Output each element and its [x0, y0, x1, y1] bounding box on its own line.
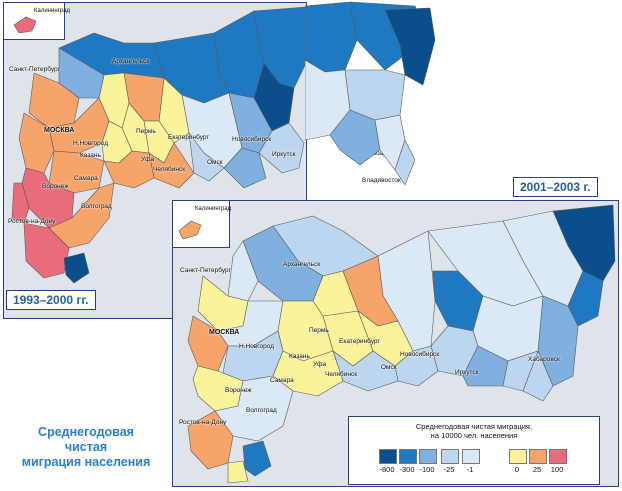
city-ufa: Уфа [141, 156, 155, 163]
page-title: Среднегодовая чистая миграция населения [6, 425, 166, 470]
map-2001-2003: Калининград Санкт-Петербург Архангельск … [172, 200, 619, 487]
city-hab-2: Хабаровск [528, 356, 560, 363]
city-vor-2: Воронеж [225, 387, 252, 394]
city-ufa-2: Уфа [313, 361, 327, 368]
kaliningrad-inset: Калининград [4, 3, 70, 40]
legend-swatch-4 [462, 449, 480, 464]
city-nsk-2: Новосибирск [400, 351, 440, 358]
kaliningrad-inset-2: Калининград [173, 201, 232, 248]
city-nn-2: Н.Новгород [239, 343, 274, 350]
city-vol: Волгоград [81, 203, 112, 210]
map-1-east-extension [305, 1, 436, 186]
city-kaz: Казань [80, 152, 101, 159]
city-nsk: Новосибирск [232, 136, 272, 143]
city-spb-2: Санкт-Петербург [180, 267, 231, 274]
legend-swatch-7 [549, 449, 567, 464]
legend-tick-6: 25 [532, 465, 542, 474]
city-msk-2: МОСКВА [209, 329, 240, 336]
city-chel-2: Челябинск [325, 371, 358, 378]
inset-label-2: Калининград [195, 206, 232, 212]
legend-swatch-2 [419, 449, 437, 464]
legend-tick-7: 100 [550, 465, 564, 474]
city-arh-2: Архангельск [283, 261, 321, 268]
city-msk: МОСКВА [44, 127, 75, 134]
city-rost-2: Ростов-на-Дону [179, 419, 227, 426]
region-map-1 [11, 6, 306, 284]
legend-tick-1: -300 [399, 465, 415, 474]
kaliningrad-shape [13, 16, 37, 34]
city-ekb: Екатеринбург [168, 134, 209, 141]
title-line-3: миграция населения [21, 455, 151, 469]
city-perm: Пермь [136, 128, 156, 135]
period-label-2: 2001–2003 г. [513, 177, 598, 197]
legend-title-line-1: Среднегодовая чистая миграция, [415, 422, 533, 431]
city-omsk-2: Омск [381, 364, 397, 371]
kaliningrad-shape-2 [178, 220, 202, 240]
title-line-2: чистая [64, 440, 108, 454]
city-kaz-2: Казань [289, 353, 310, 360]
legend-tick-2: -100 [419, 465, 435, 474]
city-omsk: Омск [207, 159, 223, 166]
city-ekb-2: Екатеринбург [339, 338, 380, 345]
city-irk-2: Иркутск [455, 369, 479, 376]
title-line-1: Среднегодовая [38, 425, 134, 439]
legend-tick-5: 0 [514, 465, 520, 474]
city-irk: Иркутск [272, 151, 296, 158]
city-vor: Воронеж [42, 183, 69, 190]
city-perm-2: Пермь [309, 327, 329, 334]
city-rost: Ростов-на-Дону [8, 218, 56, 225]
city-sam: Самара [74, 175, 98, 182]
legend-swatch-1 [399, 449, 417, 464]
period-label-1: 1993–2000 гг. [6, 290, 96, 310]
city-nn: Н.Новгород [73, 140, 108, 147]
legend-title-line-2: на 10000 чел. населения [430, 431, 518, 440]
region-map-2 [187, 204, 616, 484]
inset-label: Калининград [34, 8, 71, 14]
legend: Среднегодовая чистая миграция, на 10000 … [348, 416, 600, 485]
legend-title: Среднегодовая чистая миграция, на 10000 … [349, 422, 599, 440]
legend-swatch-5 [509, 449, 527, 464]
city-sam-2: Самара [270, 377, 294, 384]
city-vol-2: Волгоград [246, 407, 277, 414]
map-1993-2000: Калининград Санкт-Петербург Архангельск … [3, 2, 307, 319]
legend-tick-3: -25 [443, 465, 455, 474]
city-vlad-1: Владивосток [362, 177, 401, 184]
city-spb: Санкт-Петербург [9, 66, 60, 73]
legend-tick-0: -800 [379, 465, 395, 474]
city-chel: Челябинск [153, 166, 186, 173]
legend-tick-4: -1 [466, 465, 474, 474]
legend-swatch-6 [529, 449, 547, 464]
legend-swatch-3 [441, 449, 459, 464]
legend-swatch-0 [379, 449, 397, 464]
city-arh: Архангельск [112, 58, 150, 65]
